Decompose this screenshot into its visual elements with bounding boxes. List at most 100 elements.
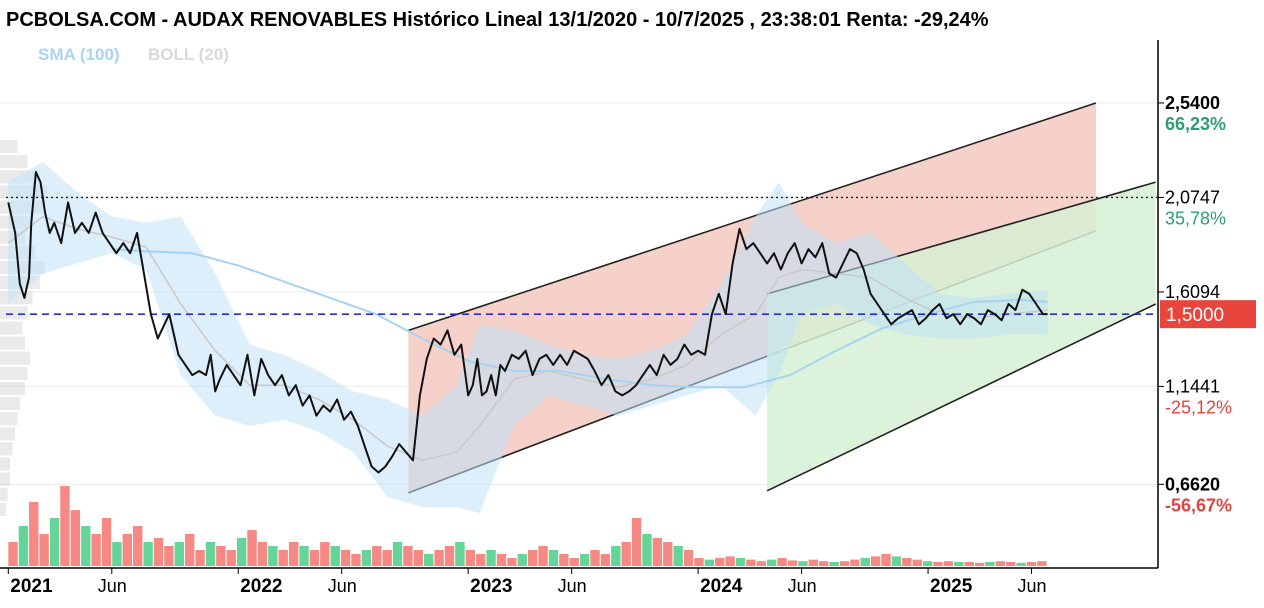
volume-profile-bar xyxy=(0,336,25,350)
volume-bar xyxy=(112,542,122,566)
volume-bar xyxy=(798,561,808,566)
volume-bar xyxy=(517,554,527,566)
chart-title: PCBOLSA.COM - AUDAX RENOVABLES Histórico… xyxy=(6,9,989,31)
volume-bar xyxy=(195,550,205,566)
volume-profile-bar xyxy=(0,412,18,426)
volume-profile-bar xyxy=(0,321,23,335)
volume-bar xyxy=(70,510,81,566)
sma-100-line xyxy=(111,248,1048,389)
volume-bar xyxy=(1037,561,1047,566)
volume-bar xyxy=(829,562,839,566)
volume-bar xyxy=(101,518,112,566)
volume-bar xyxy=(746,559,756,566)
volume-bar xyxy=(288,542,299,566)
volume-bar xyxy=(954,562,964,566)
current-price-label: 1,5000 xyxy=(1166,305,1224,326)
volume-bar xyxy=(600,554,611,566)
volume-bar xyxy=(704,559,715,566)
volume-profile-bar xyxy=(0,155,28,169)
volume-bar xyxy=(1026,562,1037,566)
channel-lower-line xyxy=(766,303,1157,492)
x-tick-label: 2024 xyxy=(700,576,743,597)
volume-bar xyxy=(361,550,372,566)
volume-bar xyxy=(39,534,49,566)
volume-bar xyxy=(382,550,392,566)
x-tick-label: Jun xyxy=(98,576,127,596)
x-tick-label: Jun xyxy=(788,576,817,596)
volume-bar xyxy=(642,534,652,566)
x-axis-labels: 2021 Jun 2022 Jun 2023 Jun 2024 Jun 2025 Jun xyxy=(7,568,1047,597)
volume-profile-bar xyxy=(0,427,15,441)
volume-bar xyxy=(870,556,881,566)
y-level-percent: 35,78% xyxy=(1165,208,1226,228)
volume-bar xyxy=(257,542,268,566)
y-level-label: 1,1441 xyxy=(1165,376,1220,396)
volume-bar xyxy=(143,542,153,566)
volume-bar xyxy=(320,542,330,566)
volume-bar xyxy=(247,530,257,566)
legend-boll: BOLL (20) xyxy=(148,45,229,64)
volume-bar xyxy=(18,526,29,566)
volume-bar xyxy=(943,561,954,566)
volume-bar xyxy=(777,558,787,566)
volume-bar xyxy=(787,560,798,566)
volume-bar xyxy=(486,550,496,566)
price-line-layer xyxy=(7,171,1048,474)
volume-profile-bar xyxy=(0,306,28,320)
volume-bar xyxy=(652,538,663,566)
volume-bar xyxy=(756,561,767,566)
x-tick-label: Jun xyxy=(558,576,587,596)
title-bar xyxy=(0,0,1160,36)
volume-bar xyxy=(527,550,538,566)
volume-bar xyxy=(444,546,455,566)
volume-bar xyxy=(465,550,475,566)
volume-bar xyxy=(683,550,694,566)
volume-bar xyxy=(933,562,943,566)
x-tick-label: 2023 xyxy=(470,576,512,597)
y-level-label: 2,5400 xyxy=(1165,93,1220,113)
volume-bar xyxy=(995,561,1006,566)
volume-bar xyxy=(81,526,91,566)
volume-bar xyxy=(507,558,517,566)
volume-bar xyxy=(455,542,465,566)
volume-bar xyxy=(621,542,631,566)
volume-bar xyxy=(673,546,683,566)
x-tick-label: Jun xyxy=(1018,576,1047,596)
volume-profile-bar xyxy=(0,381,25,396)
volume-bar xyxy=(902,558,912,566)
volume-bar xyxy=(278,550,288,566)
volume-bar xyxy=(133,526,143,566)
volume-bar xyxy=(372,546,382,566)
volume-bar xyxy=(922,561,933,566)
volume-bar xyxy=(153,538,164,566)
volume-bar xyxy=(735,558,746,566)
volume-bar xyxy=(403,546,413,566)
volume-bar xyxy=(60,486,70,566)
volume-bar xyxy=(881,554,891,566)
volume-bar xyxy=(236,538,247,566)
volume-profile-bar xyxy=(0,397,20,411)
x-tick-label: Jun xyxy=(328,576,357,596)
volume-bar xyxy=(818,561,829,566)
volume-bar xyxy=(1006,562,1016,566)
volume-profile-bar xyxy=(0,457,10,471)
volume-bar xyxy=(725,556,735,566)
volume-bar xyxy=(434,550,444,566)
volume-bar xyxy=(839,561,850,566)
volume-profile-bar xyxy=(0,140,18,154)
volume-bar xyxy=(767,559,777,566)
volume-bar xyxy=(299,546,309,566)
volume-bar xyxy=(850,559,860,566)
y-level-percent: 66,23% xyxy=(1165,114,1226,134)
volume-bar xyxy=(808,559,818,566)
volume-bar xyxy=(964,562,974,566)
volume-bar xyxy=(569,558,579,566)
volume-profile-bar xyxy=(0,472,10,486)
volume-profile-bar xyxy=(0,487,8,501)
volume-bar xyxy=(891,556,902,566)
y-level-label: 1,6094 xyxy=(1165,282,1220,302)
volume-bar xyxy=(579,554,590,566)
x-tick-label: 2022 xyxy=(240,576,282,597)
volume-profile-bar xyxy=(0,502,6,516)
